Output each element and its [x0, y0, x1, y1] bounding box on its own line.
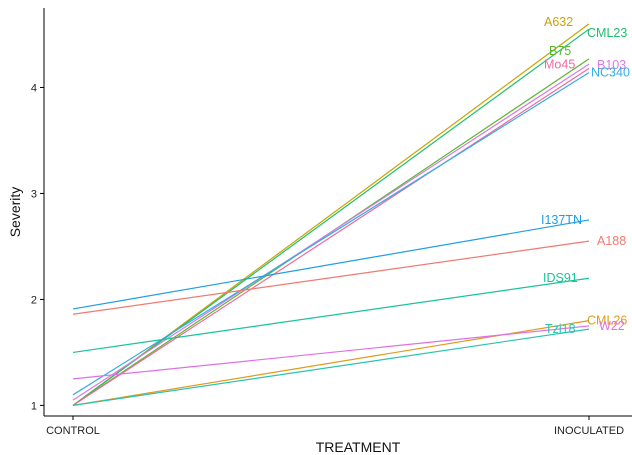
y-tick-label: 4 — [31, 82, 37, 94]
series-label: A632 — [544, 15, 573, 29]
series-label: NC340 — [591, 66, 630, 80]
series-label: W22 — [599, 319, 625, 333]
series-label: B103 — [597, 58, 626, 72]
series-line — [72, 325, 590, 380]
y-axis-title: Severity — [7, 187, 23, 238]
series-line — [72, 28, 590, 406]
series-line — [72, 23, 590, 406]
series-line — [72, 72, 590, 396]
series-line — [72, 219, 590, 310]
y-tick-label: 2 — [31, 294, 37, 306]
series-label: Mo45 — [544, 57, 575, 71]
series-line — [72, 63, 590, 401]
series-label: Tzi18 — [545, 322, 576, 336]
series-label: I137TN — [541, 213, 582, 227]
series-label: B75 — [549, 44, 571, 58]
series-label: A188 — [597, 234, 626, 248]
series-label: CML23 — [587, 26, 627, 40]
y-tick-label: 1 — [31, 400, 37, 412]
series-label: CML26 — [587, 314, 627, 328]
plot-area: 1 2 3 4 CONTROL INOCULATED TREATMENT Severity A6… — [7, 8, 632, 455]
x-tick-label: CONTROL — [46, 425, 100, 437]
x-tick-label: INOCULATED — [554, 425, 624, 437]
series-line — [72, 328, 590, 406]
series-line — [72, 67, 590, 406]
series-line — [72, 240, 590, 315]
series-label: IDS91 — [543, 271, 578, 285]
y-tick-label: 3 — [31, 188, 37, 200]
x-axis-title: TREATMENT — [316, 439, 401, 455]
series-line — [72, 277, 590, 354]
